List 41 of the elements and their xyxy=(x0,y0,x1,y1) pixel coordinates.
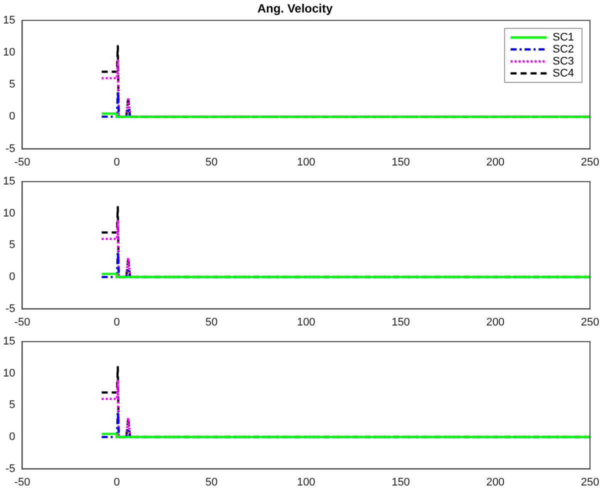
y-tick-label: 5 xyxy=(9,78,16,91)
x-tick-label: 50 xyxy=(205,156,218,168)
y-tick-label: 10 xyxy=(2,207,16,220)
x-tick-label: 0 xyxy=(114,156,120,168)
chart-title: Ang. Velocity xyxy=(257,2,333,16)
x-tick-label: 200 xyxy=(486,316,505,328)
y-tick-label: -5 xyxy=(5,302,16,315)
x-tick-label: 150 xyxy=(392,316,410,328)
y-tick-label: 0 xyxy=(9,431,16,444)
y-tick-label: 10 xyxy=(2,367,16,380)
x-tick-label: 200 xyxy=(486,476,505,488)
x-tick-label: 100 xyxy=(296,156,316,168)
x-tick-label: -50 xyxy=(14,156,30,168)
legend-label: SC4 xyxy=(552,67,574,80)
x-tick-label: 250 xyxy=(580,316,600,328)
x-tick-label: 200 xyxy=(486,156,505,168)
y-tick-label: 15 xyxy=(2,14,16,26)
y-tick-label: -5 xyxy=(5,142,16,155)
x-tick-label: 100 xyxy=(296,316,316,328)
y-tick-label: 15 xyxy=(2,336,16,348)
x-tick-label: 150 xyxy=(392,476,410,488)
y-tick-label: 15 xyxy=(2,176,16,188)
x-tick-label: -50 xyxy=(14,316,30,328)
x-tick-label: -50 xyxy=(14,476,30,488)
legend-label: SC1 xyxy=(552,31,574,44)
x-tick-label: 0 xyxy=(114,476,120,488)
x-tick-label: 250 xyxy=(580,156,600,168)
x-tick-label: 100 xyxy=(296,476,316,488)
x-tick-label: 250 xyxy=(580,476,600,488)
y-tick-label: 5 xyxy=(9,399,16,412)
x-tick-label: 0 xyxy=(114,316,120,328)
y-tick-label: -5 xyxy=(5,462,16,475)
y-tick-label: 0 xyxy=(9,271,16,284)
y-tick-label: 0 xyxy=(9,110,16,123)
x-tick-label: 150 xyxy=(392,156,410,168)
y-tick-label: 10 xyxy=(2,46,16,59)
x-tick-label: 50 xyxy=(205,476,218,488)
legend-label: SC3 xyxy=(552,55,574,68)
legend-label: SC2 xyxy=(552,43,574,56)
x-tick-label: 50 xyxy=(205,316,218,328)
y-tick-label: 5 xyxy=(9,239,16,252)
